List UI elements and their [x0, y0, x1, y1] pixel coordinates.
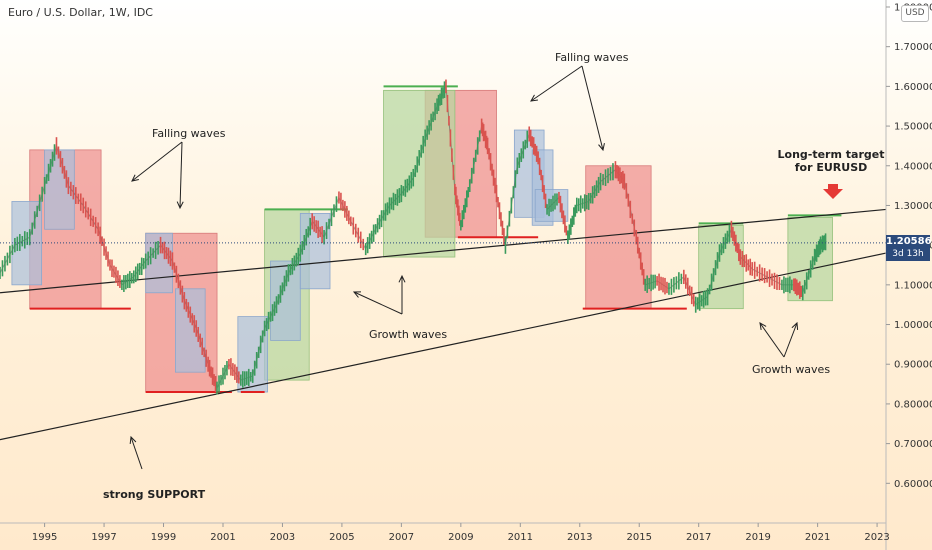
annotation-arrowhead-4	[352, 291, 362, 298]
currency-selector[interactable]: USD	[901, 5, 929, 22]
growth-waves-label-right: Growth waves	[752, 363, 830, 376]
last-price-value: 1.20586	[886, 235, 932, 247]
blue-zone-11	[175, 288, 206, 373]
target-label-line2: for EURUSD	[795, 161, 868, 174]
annotation-arrowhead-8	[129, 435, 137, 445]
y-tick-label: 1.60000	[894, 82, 932, 93]
annotation-arrow-line-3	[581, 65, 604, 151]
annotation-arrow-line-6	[759, 322, 785, 358]
annotation-arrow-line-4	[353, 291, 403, 315]
x-tick-label: 2011	[508, 532, 533, 543]
y-tick-label: 0.80000	[894, 399, 932, 410]
x-tick-label: 2005	[329, 532, 354, 543]
x-tick-label: 2017	[686, 532, 711, 543]
growth-waves-label-mid: Growth waves	[369, 328, 447, 341]
x-tick-label: 2019	[745, 532, 770, 543]
blue-zone-13	[270, 260, 301, 341]
annotation-arrow-line-0	[131, 141, 183, 182]
annotation-arrows-layer	[129, 65, 843, 470]
falling-waves-label-top: Falling waves	[555, 51, 629, 64]
blue-zone-9	[44, 149, 75, 230]
annotation-arrowhead-2	[530, 94, 538, 102]
x-tick-label: 2007	[389, 532, 414, 543]
annotation-arrowhead-3	[598, 143, 605, 152]
zones-layer	[11, 89, 833, 393]
annotation-arrowhead-7	[791, 321, 799, 331]
y-tick-label: 1.30000	[894, 201, 932, 212]
target-label-line1: Long-term target	[778, 148, 885, 161]
green-zone-5	[383, 89, 456, 258]
y-tick-label: 1.70000	[894, 42, 932, 53]
chart-title: Euro / U.S. Dollar, 1W, IDC	[8, 6, 153, 19]
annotation-arrow-line-8	[130, 436, 143, 470]
x-tick-label: 2023	[864, 532, 889, 543]
y-tick-label: 0.70000	[894, 439, 932, 450]
y-tick-label: 1.50000	[894, 122, 932, 133]
strong-support-label: strong SUPPORT	[103, 488, 206, 501]
annotation-arrowhead-5	[398, 274, 406, 283]
last-price-badge: 1.20586 3d 13h	[886, 234, 932, 261]
last-price-countdown: 3d 13h	[892, 248, 924, 259]
trendline-1	[0, 252, 887, 441]
x-tick-label: 2001	[210, 532, 235, 543]
annotation-arrowhead-1	[176, 201, 184, 210]
y-tick-label: 1.10000	[894, 280, 932, 291]
y-tick-label: 1.40000	[894, 161, 932, 172]
x-tick-label: 1995	[32, 532, 57, 543]
annotation-arrowhead-0	[131, 174, 139, 182]
x-tick-label: 2021	[805, 532, 830, 543]
x-tick-label: 2015	[627, 532, 652, 543]
y-tick-label: 1.00000	[894, 320, 932, 331]
falling-waves-label-left: Falling waves	[152, 127, 226, 140]
annotation-arrow-line-7	[783, 322, 798, 358]
annotation-arrowhead-6	[759, 322, 767, 330]
annotation-arrow-line-2	[530, 65, 583, 102]
x-tick-label: 2009	[448, 532, 473, 543]
target-down-arrow	[823, 184, 843, 199]
x-tick-label: 2003	[270, 532, 295, 543]
price-layer	[0, 79, 827, 395]
y-tick-label: 0.90000	[894, 360, 932, 371]
x-tick-label: 1997	[91, 532, 116, 543]
x-tick-label: 1999	[151, 532, 176, 543]
trendline-0	[0, 208, 887, 294]
x-tick-label: 2013	[567, 532, 592, 543]
y-tick-label: 0.60000	[894, 479, 932, 490]
trendlines-layer	[0, 208, 887, 441]
annotation-arrow-line-1	[179, 141, 183, 209]
